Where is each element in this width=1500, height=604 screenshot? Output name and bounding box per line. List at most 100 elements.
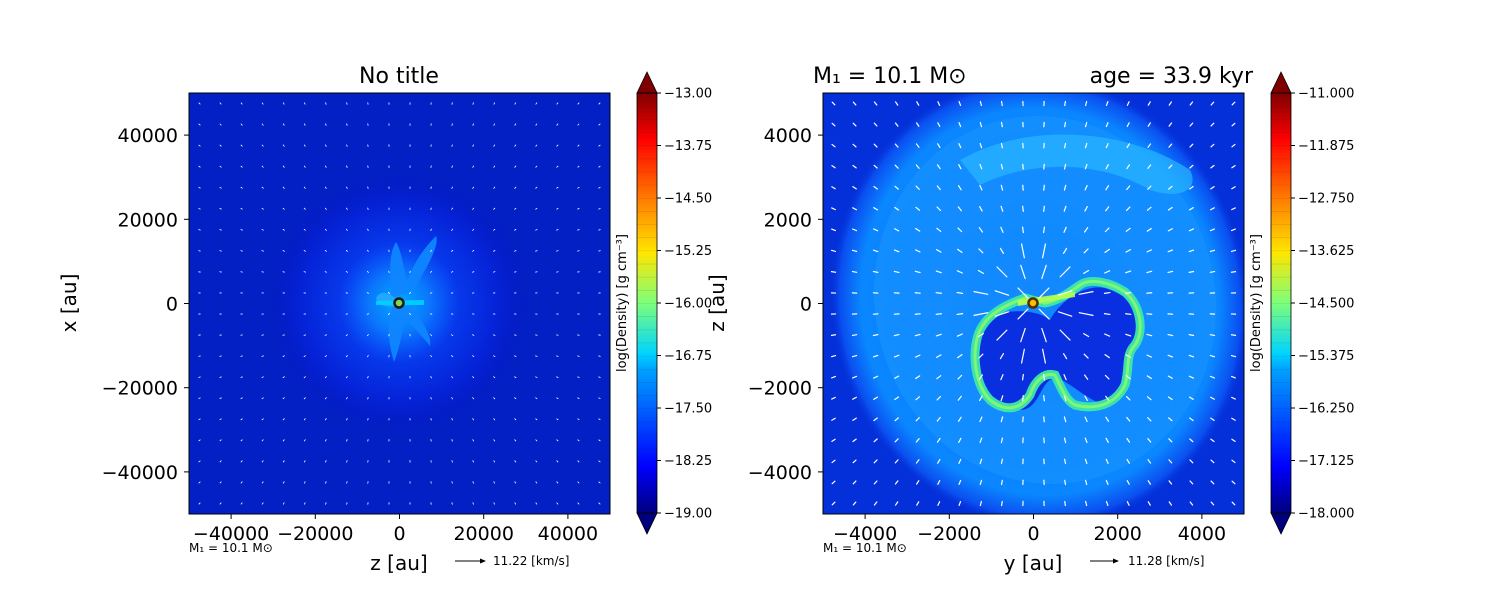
right-colorbar-ticks: −11.000−11.875−12.750−13.625−14.500−15.3… (1291, 87, 1354, 522)
left-title: No title (359, 64, 439, 89)
left-star-mass-note: M₁ = 10.1 M⊙ (189, 541, 273, 555)
velocity-arrow (1002, 122, 1003, 126)
colorbar-tick-label: −16.250 (1298, 402, 1354, 417)
right-star-mass-note: M₁ = 10.1 M⊙ (823, 541, 907, 555)
velocity-arrow (431, 397, 432, 399)
velocity-arrow (1023, 396, 1024, 401)
right-vector-key: 11.28 [km/s] (1090, 554, 1204, 568)
left-colorbar-fill (637, 93, 657, 513)
velocity-arrow (430, 314, 432, 315)
velocity-arrow (430, 293, 432, 294)
colorbar-tick-label: −15.375 (1298, 349, 1354, 364)
velocity-arrow (347, 145, 348, 147)
velocity-arrow (1126, 293, 1131, 294)
colorbar-tick-label: −18.25 (664, 454, 712, 469)
colorbar-tick-label: −19.00 (664, 507, 712, 522)
velocity-arrow (1002, 101, 1003, 105)
velocity-arrow (578, 230, 579, 231)
velocity-arrow (220, 230, 221, 231)
left-vector-key: 11.22 [km/s] (455, 554, 569, 568)
velocity-arrow (1065, 501, 1066, 505)
left-y-axis-label: x [au] (57, 274, 81, 333)
velocity-arrow (936, 314, 941, 315)
velocity-arrow (1126, 314, 1131, 315)
velocity-arrow (1002, 501, 1003, 505)
velocity-arrow (1210, 335, 1214, 336)
velocity-arrow (452, 461, 453, 463)
right-colorbar-fill (1271, 93, 1291, 513)
velocity-arrow (493, 272, 495, 273)
velocity-arrow (831, 335, 835, 336)
velocity-arrow (326, 503, 327, 505)
velocity-arrow (557, 251, 559, 252)
colorbar-tick-label: −13.75 (664, 139, 712, 154)
right-title-age: age = 33.9 kyr (1090, 64, 1254, 89)
velocity-arrow (452, 440, 453, 441)
velocity-arrow (326, 103, 327, 105)
velocity-arrow (1002, 480, 1003, 484)
velocity-arrow (1023, 374, 1024, 379)
velocity-arrow (368, 208, 369, 210)
colorbar-tick-label: −12.750 (1298, 192, 1354, 207)
x-tick-label: 40000 (538, 523, 598, 545)
left-colorbar-extend-top (637, 72, 657, 93)
right-vector-key-head (1113, 559, 1119, 564)
right-colorbar: −11.000−11.875−12.750−13.625−14.500−15.3… (1249, 72, 1354, 534)
velocity-arrow (220, 377, 221, 378)
velocity-arrow (493, 335, 495, 336)
colorbar-tick-label: −14.500 (1298, 297, 1354, 312)
velocity-arrow (199, 377, 201, 378)
velocity-arrow (431, 208, 432, 210)
velocity-arrow (1231, 272, 1235, 273)
left-star-marker (395, 299, 404, 308)
velocity-arrow (389, 271, 390, 273)
velocity-arrow (326, 482, 327, 483)
velocity-arrow (536, 251, 537, 252)
left-plot-area (189, 93, 610, 514)
velocity-arrow (1023, 227, 1024, 232)
y-tick-label: 20000 (118, 209, 178, 231)
velocity-arrow (262, 356, 263, 357)
velocity-arrow (1023, 206, 1024, 211)
velocity-arrow (1044, 396, 1045, 401)
colorbar-tick-label: −17.50 (664, 402, 712, 417)
velocity-arrow (473, 124, 474, 125)
left-colorbar: −13.00−13.75−14.50−15.25−16.00−16.75−17.… (615, 72, 712, 534)
velocity-arrow (1044, 206, 1045, 211)
colorbar-tick-label: −14.50 (664, 192, 712, 207)
velocity-arrow (199, 230, 201, 231)
velocity-arrow (1104, 293, 1109, 294)
velocity-arrow (368, 397, 369, 399)
right-title-mass: M₁ = 10.1 M⊙ (813, 64, 967, 89)
colorbar-tick-label: −13.625 (1298, 244, 1354, 259)
velocity-arrow (473, 103, 474, 105)
right-vector-key-label: 11.28 [km/s] (1128, 554, 1204, 568)
colorbar-tick-label: −16.75 (664, 349, 712, 364)
velocity-arrow (536, 356, 537, 357)
velocity-arrow (473, 482, 474, 483)
left-colorbar-label: log(Density) [g cm⁻³] (615, 234, 630, 372)
velocity-arrow (1210, 272, 1214, 273)
velocity-arrow (599, 377, 601, 378)
y-tick-label: 40000 (118, 125, 178, 147)
velocity-arrow (831, 272, 835, 273)
velocity-arrow (1044, 227, 1045, 232)
y-tick-label: −2000 (748, 378, 812, 400)
right-y-axis-label: z [au] (705, 274, 729, 331)
velocity-arrow (241, 356, 243, 357)
x-tick-label: 2000 (1094, 523, 1142, 545)
right-x-axis-label: y [au] (1004, 551, 1063, 575)
x-tick-label: 4000 (1178, 523, 1226, 545)
velocity-arrow (241, 251, 243, 252)
velocity-arrow (326, 124, 327, 125)
velocity-arrow (304, 335, 306, 336)
velocity-arrow (262, 251, 263, 252)
right-colorbar-extend-bottom (1271, 513, 1291, 534)
left-vector-key-label: 11.22 [km/s] (493, 554, 569, 568)
velocity-arrow (410, 334, 411, 336)
y-tick-label: 4000 (764, 125, 812, 147)
velocity-arrow (452, 166, 453, 167)
right-plot-area (787, 35, 1293, 568)
